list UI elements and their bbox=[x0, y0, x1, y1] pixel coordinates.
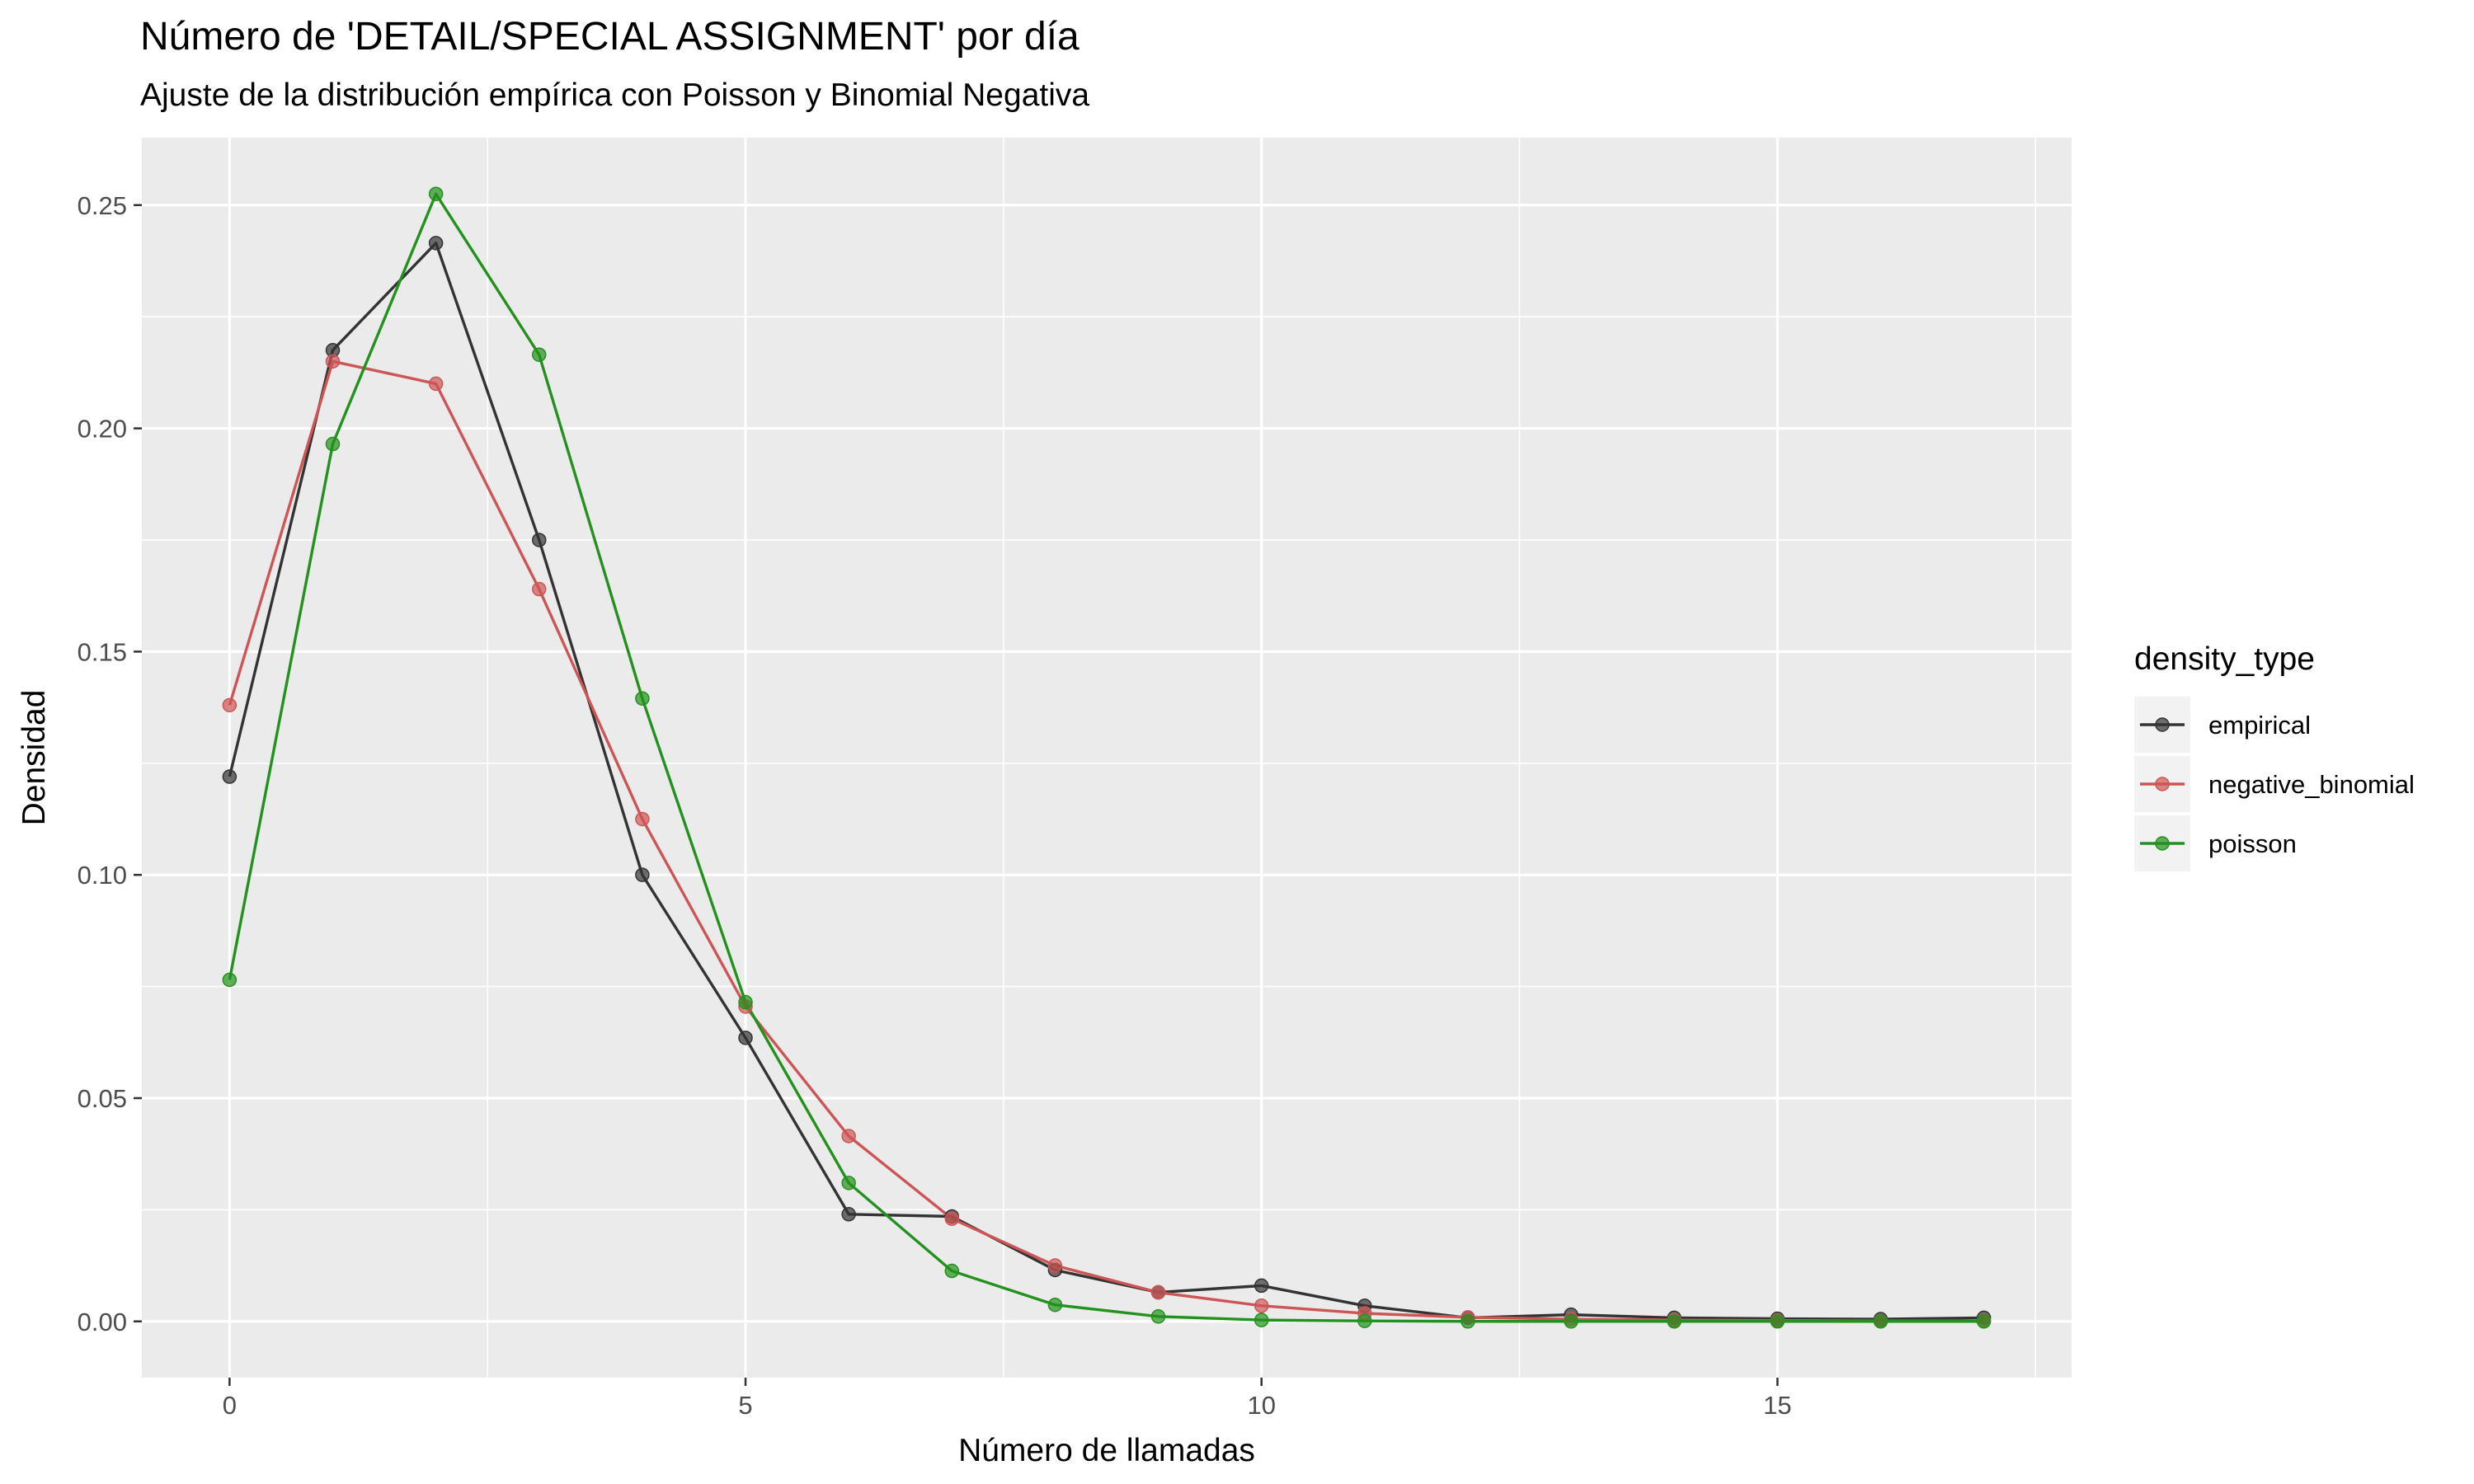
point-poisson bbox=[1357, 1313, 1372, 1328]
y-axis-title: Densidad bbox=[16, 690, 52, 826]
point-poisson bbox=[944, 1263, 960, 1279]
x-tick-label: 10 bbox=[1247, 1391, 1275, 1420]
chart-subtitle: Ajuste de la distribución empírica con P… bbox=[140, 77, 1089, 113]
legend-label-empirical: empirical bbox=[2208, 711, 2311, 740]
plot-panel bbox=[142, 138, 2072, 1378]
point-poisson bbox=[1873, 1314, 1888, 1329]
legend-key-point bbox=[2155, 777, 2170, 791]
series-line-poisson bbox=[228, 192, 1984, 1323]
point-poisson bbox=[1770, 1314, 1785, 1329]
series-points bbox=[222, 186, 1992, 1329]
y-tick-label: 0.20 bbox=[78, 415, 127, 444]
x-tick-label: 5 bbox=[738, 1391, 752, 1420]
point-poisson bbox=[1253, 1313, 1269, 1327]
legend-title: density_type bbox=[2134, 641, 2315, 677]
point-empirical bbox=[222, 769, 238, 784]
point-negative_binomial bbox=[325, 354, 341, 369]
legend-key-point bbox=[2155, 836, 2170, 851]
point-poisson bbox=[222, 972, 238, 988]
point-poisson bbox=[1976, 1314, 1992, 1329]
x-tick-label: 0 bbox=[223, 1391, 237, 1420]
point-poisson bbox=[841, 1176, 856, 1190]
y-tick-label: 0.15 bbox=[78, 637, 127, 666]
point-negative_binomial bbox=[1150, 1284, 1166, 1300]
chart-title: Número de 'DETAIL/SPECIAL ASSIGNMENT' po… bbox=[140, 15, 1079, 59]
point-poisson bbox=[738, 994, 753, 1010]
point-negative_binomial bbox=[428, 376, 444, 392]
point-empirical bbox=[635, 867, 650, 882]
point-negative_binomial bbox=[1253, 1298, 1269, 1313]
series-line-empirical bbox=[228, 242, 1984, 1321]
x-axis: 0 5 10 15 bbox=[223, 1378, 1792, 1420]
point-empirical bbox=[1253, 1278, 1269, 1294]
y-tick-label: 0.00 bbox=[78, 1308, 127, 1336]
point-poisson bbox=[1047, 1297, 1063, 1313]
point-poisson bbox=[635, 691, 650, 706]
legend-label-poisson: poisson bbox=[2208, 829, 2297, 858]
y-tick-label: 0.10 bbox=[78, 861, 127, 890]
x-tick-label: 15 bbox=[1763, 1391, 1791, 1420]
point-negative_binomial bbox=[944, 1211, 960, 1226]
point-poisson bbox=[532, 347, 547, 362]
point-negative_binomial bbox=[1047, 1258, 1063, 1273]
y-tick-label: 0.25 bbox=[78, 191, 127, 220]
point-poisson bbox=[428, 186, 444, 201]
point-empirical bbox=[428, 236, 444, 251]
point-poisson bbox=[1460, 1314, 1475, 1329]
legend: density_type empirical negative_binomialp… bbox=[2134, 641, 2415, 871]
point-empirical bbox=[532, 533, 547, 547]
legend-label-negative_binomial: negative_binomial bbox=[2208, 770, 2415, 799]
point-poisson bbox=[1564, 1314, 1578, 1329]
point-negative_binomial bbox=[635, 811, 650, 827]
y-tick-label: 0.05 bbox=[78, 1084, 127, 1113]
point-empirical bbox=[841, 1207, 856, 1222]
point-poisson bbox=[1150, 1309, 1166, 1324]
point-negative_binomial bbox=[841, 1129, 856, 1144]
series-lines bbox=[228, 192, 1984, 1323]
grid-minor bbox=[142, 138, 2072, 1378]
point-poisson bbox=[325, 436, 341, 452]
x-axis-title: Número de llamadas bbox=[958, 1433, 1255, 1468]
point-negative_binomial bbox=[222, 697, 238, 713]
point-poisson bbox=[1667, 1314, 1681, 1329]
y-axis: 0.00 0.05 0.10 0.15 0.20 0.25 bbox=[78, 191, 142, 1336]
point-empirical bbox=[738, 1031, 753, 1045]
legend-key-point bbox=[2155, 717, 2170, 732]
point-negative_binomial bbox=[532, 581, 547, 597]
